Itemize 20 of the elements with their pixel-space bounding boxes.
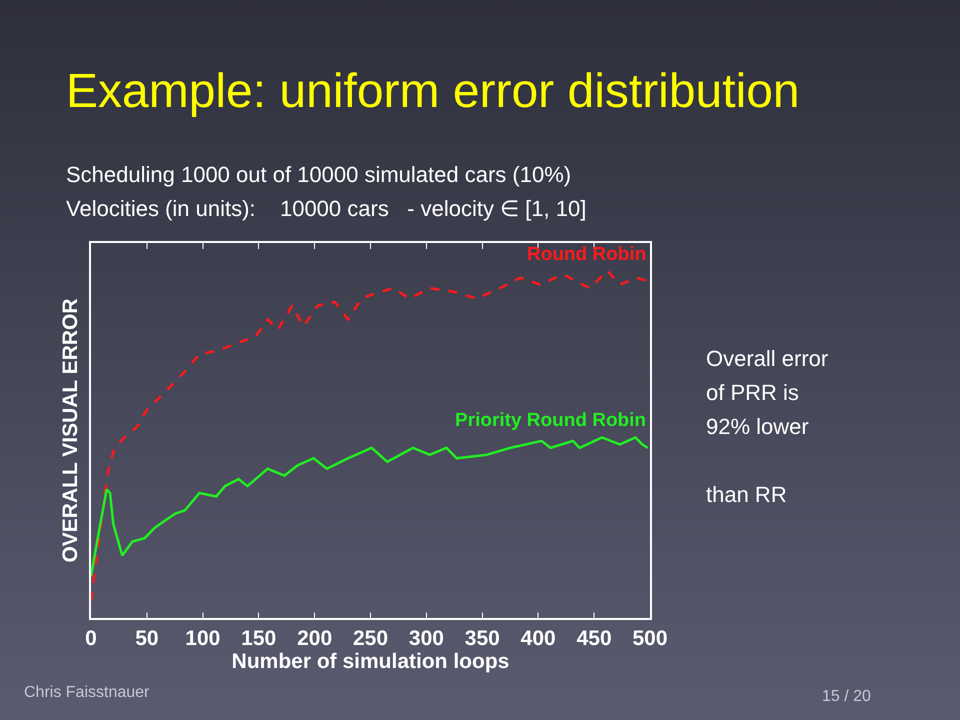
text: 15 / 20 — [822, 688, 871, 706]
x-tick-label: 400 — [520, 626, 556, 650]
x-tick-label: 100 — [185, 626, 220, 650]
chart-subtitle: Scheduling 1000 out of 10000 simulated cars (10%) Velocities (in units): 10000 cars - velocity ∈ [1, 10] — [66, 161, 586, 223]
series-label: Priority Round Robin — [455, 410, 646, 431]
x-tick-label: 350 — [464, 626, 500, 650]
x-tick-label: 150 — [241, 626, 276, 650]
x-tick-label: 300 — [408, 626, 444, 650]
series-label: Round Robin — [527, 244, 646, 265]
x-tick-label: 0 — [85, 626, 97, 650]
text: Chris Faisstnauer — [24, 684, 150, 702]
x-tick-label: 450 — [576, 626, 612, 650]
x-tick-label: 250 — [352, 626, 388, 650]
x-tick-label: 500 — [632, 626, 668, 650]
x-tick-label: 50 — [135, 626, 159, 650]
chart-title: Example: uniform error distribution — [66, 64, 800, 119]
x-axis-title: Number of simulation loops — [232, 650, 510, 673]
x-tick-label: 200 — [297, 626, 332, 650]
text: Overall error of PRR is 92% lower than RR — [706, 346, 828, 507]
y-axis-title: OVERALL VISUAL ERROR — [58, 298, 82, 563]
